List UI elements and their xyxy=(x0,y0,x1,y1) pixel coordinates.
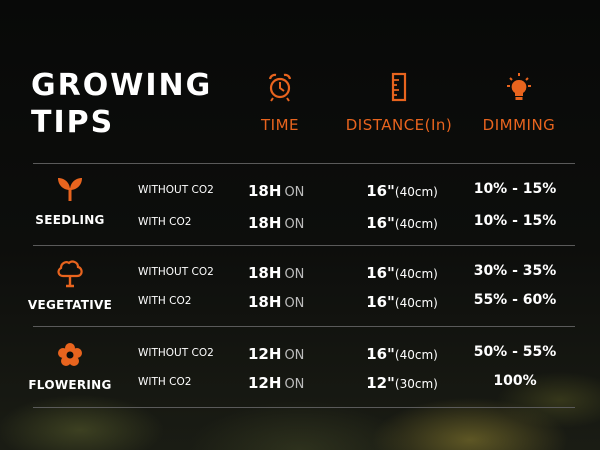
stage-label-seedling: SEEDLING xyxy=(35,213,105,227)
alarm-clock-icon xyxy=(268,73,292,102)
condition-label: WITHOUT CO2 xyxy=(138,347,214,359)
light-bulb-icon xyxy=(507,73,531,100)
distance-inches: 12" xyxy=(366,374,395,392)
time-value: 18H ON xyxy=(248,263,304,282)
distance-cm: (40cm) xyxy=(394,185,438,199)
title-line-1: GROWING xyxy=(31,68,213,103)
time-value: 18H ON xyxy=(248,181,304,200)
condition-label: WITH CO2 xyxy=(138,376,192,388)
time-value: 18H ON xyxy=(248,292,304,311)
distance-inches: 16" xyxy=(366,264,395,282)
stage-label-vegetative: VEGETATIVE xyxy=(27,298,113,312)
title-line-2: TIPS xyxy=(31,105,115,140)
distance-inches: 16" xyxy=(366,293,395,311)
on-label: ON xyxy=(284,348,305,363)
time-value: 18H ON xyxy=(248,213,304,232)
stage-label-flowering: FLOWERING xyxy=(28,378,112,392)
distance-cm: (40cm) xyxy=(394,267,438,281)
dimming-value: 10% - 15% xyxy=(473,181,557,197)
table-divider xyxy=(33,407,575,408)
table-divider xyxy=(33,326,575,327)
table-row: WITH CO2 12H ON 12"(30cm) 100% xyxy=(0,373,600,393)
distance-cm: (30cm) xyxy=(394,377,438,391)
condition-label: WITHOUT CO2 xyxy=(138,184,214,196)
distance-inches: 16" xyxy=(366,182,395,200)
hours-value: 18H xyxy=(248,182,282,200)
distance-value: 16"(40cm) xyxy=(352,213,452,232)
distance-value: 16"(40cm) xyxy=(352,344,452,363)
time-column-header: TIME xyxy=(250,72,310,134)
distance-inches: 16" xyxy=(366,345,395,363)
dimming-header-label: DIMMING xyxy=(482,116,556,134)
table-divider xyxy=(33,245,575,246)
distance-cm: (40cm) xyxy=(394,296,438,310)
dimming-value: 30% - 35% xyxy=(473,263,557,279)
time-header-label: TIME xyxy=(260,116,299,134)
dimming-value: 10% - 15% xyxy=(473,213,557,229)
hours-value: 18H xyxy=(248,214,282,232)
table-row: WITHOUT CO2 18H ON 16"(40cm) 30% - 35% xyxy=(0,263,600,283)
distance-cm: (40cm) xyxy=(394,348,438,362)
tree-icon xyxy=(57,260,83,288)
table-row: WITH CO2 18H ON 16"(40cm) 10% - 15% xyxy=(0,213,600,233)
hours-value: 18H xyxy=(248,264,282,282)
distance-column-header: DISTANCE(In) xyxy=(337,72,461,134)
condition-label: WITH CO2 xyxy=(138,295,192,307)
on-label: ON xyxy=(284,377,305,392)
distance-value: 16"(40cm) xyxy=(352,181,452,200)
condition-label: WITH CO2 xyxy=(138,216,192,228)
distance-inches: 16" xyxy=(366,214,395,232)
distance-value: 12"(30cm) xyxy=(352,373,452,392)
table-divider xyxy=(33,163,575,164)
table-row: WITH CO2 18H ON 16"(40cm) 55% - 60% xyxy=(0,292,600,312)
dimming-value: 50% - 55% xyxy=(473,344,557,360)
page-title: GROWING TIPS xyxy=(31,67,212,141)
hours-value: 12H xyxy=(248,374,282,392)
condition-label: WITHOUT CO2 xyxy=(138,266,214,278)
on-label: ON xyxy=(284,296,305,311)
dimming-value: 55% - 60% xyxy=(473,292,557,308)
dimming-value: 100% xyxy=(493,373,537,389)
time-value: 12H ON xyxy=(248,373,304,392)
time-value: 12H ON xyxy=(248,344,304,363)
table-row: WITHOUT CO2 12H ON 16"(40cm) 50% - 55% xyxy=(0,344,600,364)
hours-value: 12H xyxy=(248,345,282,363)
on-label: ON xyxy=(284,217,305,232)
flower-icon xyxy=(58,343,82,366)
distance-cm: (40cm) xyxy=(394,217,438,231)
on-label: ON xyxy=(284,185,305,200)
distance-header-label: DISTANCE(In) xyxy=(345,116,453,134)
ruler-icon xyxy=(391,72,407,102)
hours-value: 18H xyxy=(248,293,282,311)
distance-value: 16"(40cm) xyxy=(352,292,452,311)
distance-value: 16"(40cm) xyxy=(352,263,452,282)
seedling-icon xyxy=(58,178,82,201)
on-label: ON xyxy=(284,267,305,282)
dimming-column-header: DIMMING xyxy=(474,72,564,134)
table-row: WITHOUT CO2 18H ON 16"(40cm) 10% - 15% xyxy=(0,181,600,201)
